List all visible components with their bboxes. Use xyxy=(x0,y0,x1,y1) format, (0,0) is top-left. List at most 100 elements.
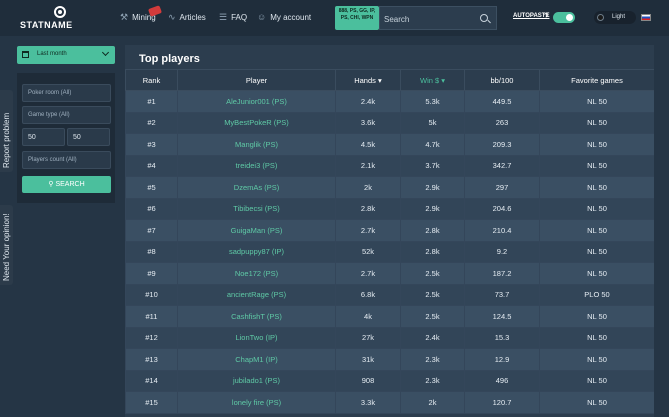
search-input[interactable] xyxy=(384,13,474,25)
nav-my-account[interactable]: ☺ My account xyxy=(257,12,311,22)
help-icon[interactable]: ? xyxy=(544,12,549,21)
hands-cell: 3.3k xyxy=(335,391,401,414)
poker-rooms-selector[interactable]: 888, PS, GG, IP, PS, CHI, WPN xyxy=(335,6,379,30)
column-hands-label: Hands xyxy=(354,75,376,85)
bb100-cell: 187.2 xyxy=(464,262,540,285)
period-select[interactable]: Last month xyxy=(17,46,115,64)
rank-cell: #12 xyxy=(125,326,178,349)
search-button[interactable]: ⚲ SEARCH xyxy=(22,176,111,193)
min-limit-value: 50 xyxy=(28,134,36,141)
player-link[interactable]: CashfishT (PS) xyxy=(177,305,336,328)
logo-text: STATNAME xyxy=(20,20,73,30)
table-row: #8 sadpuppy87 (IP) 52k 2.8k 9.2 NL 50 xyxy=(125,240,654,263)
column-favorite-games: Favorite games xyxy=(539,69,654,91)
chevron-down-icon xyxy=(101,48,110,57)
table-row: #3 Manglik (PS) 4.5k 4.7k 209.3 NL 50 xyxy=(125,133,654,156)
favorite-games-cell: NL 50 xyxy=(539,262,654,285)
favorite-games-cell: PLO 50 xyxy=(539,283,654,306)
calendar-icon xyxy=(22,51,29,58)
player-link[interactable]: Noe172 (PS) xyxy=(177,262,336,285)
nav-mining[interactable]: ⚒ Mining xyxy=(120,5,163,23)
player-link[interactable]: DzemAs (PS) xyxy=(177,176,336,199)
table-row: #4 treidei3 (PS) 2.1k 3.7k 342.7 NL 50 xyxy=(125,154,654,177)
player-link[interactable]: sadpuppy87 (IP) xyxy=(177,240,336,263)
bb100-cell: 12.9 xyxy=(464,348,540,371)
column-rank: Rank xyxy=(125,69,178,91)
report-problem-tab[interactable]: Report problem xyxy=(0,90,13,172)
player-link[interactable]: MyBestPokeR (PS) xyxy=(177,111,336,134)
favorite-games-cell: NL 50 xyxy=(539,219,654,242)
table-row: #9 Noe172 (PS) 2.7k 2.5k 187.2 NL 50 xyxy=(125,262,654,285)
moon-icon xyxy=(597,14,604,21)
max-limit-value: 50 xyxy=(73,134,81,141)
player-link[interactable]: ancientRage (PS) xyxy=(177,283,336,306)
table-row: #6 Tibibecsi (PS) 2.8k 2.9k 204.6 NL 50 xyxy=(125,197,654,220)
hands-cell: 4k xyxy=(335,305,401,328)
column-hands[interactable]: Hands ▾ xyxy=(335,69,401,91)
column-bb100: bb/100 xyxy=(464,69,540,91)
sort-caret-icon: ▾ xyxy=(441,75,446,85)
player-link[interactable]: lonely fire (PS) xyxy=(177,391,336,414)
rank-cell: #10 xyxy=(125,283,178,306)
rss-icon: ∿ xyxy=(168,12,176,22)
player-link[interactable]: LionTwo (IP) xyxy=(177,326,336,349)
table-row: #11 CashfishT (PS) 4k 2.5k 124.5 NL 50 xyxy=(125,305,654,328)
win-cell: 2.4k xyxy=(400,326,465,349)
max-limit-input[interactable]: 50 xyxy=(67,128,110,146)
rank-cell: #3 xyxy=(125,133,178,156)
nav-articles-label: Articles xyxy=(179,13,206,22)
rank-cell: #2 xyxy=(125,111,178,134)
logo[interactable]: STATNAME xyxy=(20,6,80,32)
nav-articles[interactable]: ∿ Articles xyxy=(168,12,206,23)
autopaste-toggle[interactable] xyxy=(553,12,575,23)
hands-cell: 3.6k xyxy=(335,111,401,134)
bb100-cell: 297 xyxy=(464,176,540,199)
min-limit-input[interactable]: 50 xyxy=(22,128,65,146)
game-type-value: Game type (All) xyxy=(28,112,70,118)
rank-cell: #5 xyxy=(125,176,178,199)
faq-icon: ☰ xyxy=(219,12,228,22)
game-type-select[interactable]: Game type (All) xyxy=(22,106,111,124)
column-win[interactable]: Win $ ▾ xyxy=(400,69,465,91)
hands-cell: 4.5k xyxy=(335,133,401,156)
player-link[interactable]: treidei3 (PS) xyxy=(177,154,336,177)
rank-cell: #14 xyxy=(125,369,178,392)
hands-cell: 31k xyxy=(335,348,401,371)
win-cell: 2.8k xyxy=(400,219,465,242)
favorite-games-cell: NL 50 xyxy=(539,391,654,414)
win-cell: 2.3k xyxy=(400,369,465,392)
nav-faq[interactable]: ☰ FAQ xyxy=(219,12,247,23)
poker-room-select[interactable]: Poker room (All) xyxy=(22,84,111,102)
bb100-cell: 15.3 xyxy=(464,326,540,349)
pickaxe-icon: ⚒ xyxy=(120,12,129,22)
search-icon[interactable] xyxy=(480,14,488,22)
search-box xyxy=(379,6,497,30)
win-cell: 2.5k xyxy=(400,283,465,306)
favorite-games-cell: NL 50 xyxy=(539,348,654,371)
player-link[interactable]: jubilado1 (PS) xyxy=(177,369,336,392)
bb100-cell: 342.7 xyxy=(464,154,540,177)
theme-switch[interactable]: Light xyxy=(594,11,636,24)
rank-cell: #6 xyxy=(125,197,178,220)
feedback-tab[interactable]: Need Your opinion! xyxy=(0,205,13,285)
table-row: #15 lonely fire (PS) 3.3k 2k 120.7 NL 50 xyxy=(125,391,654,414)
language-flag-icon[interactable] xyxy=(641,14,651,21)
player-link[interactable]: Manglik (PS) xyxy=(177,133,336,156)
win-cell: 3.7k xyxy=(400,154,465,177)
hands-cell: 6.8k xyxy=(335,283,401,306)
favorite-games-cell: NL 50 xyxy=(539,369,654,392)
player-link[interactable]: AleJunior001 (PS) xyxy=(177,90,336,113)
player-link[interactable]: Tibibecsi (PS) xyxy=(177,197,336,220)
nav-account-label: My account xyxy=(270,12,312,22)
bb100-cell: 210.4 xyxy=(464,219,540,242)
win-cell: 2.5k xyxy=(400,262,465,285)
favorite-games-cell: NL 50 xyxy=(539,326,654,349)
player-link[interactable]: ChapM1 (IP) xyxy=(177,348,336,371)
bb100-cell: 209.3 xyxy=(464,133,540,156)
logo-icon xyxy=(54,6,66,18)
win-cell: 4.7k xyxy=(400,133,465,156)
players-count-select[interactable]: Players count (All) xyxy=(22,151,111,169)
favorite-games-cell: NL 50 xyxy=(539,111,654,134)
player-link[interactable]: GuigaMan (PS) xyxy=(177,219,336,242)
players-count-value: Players count (All) xyxy=(28,157,77,163)
